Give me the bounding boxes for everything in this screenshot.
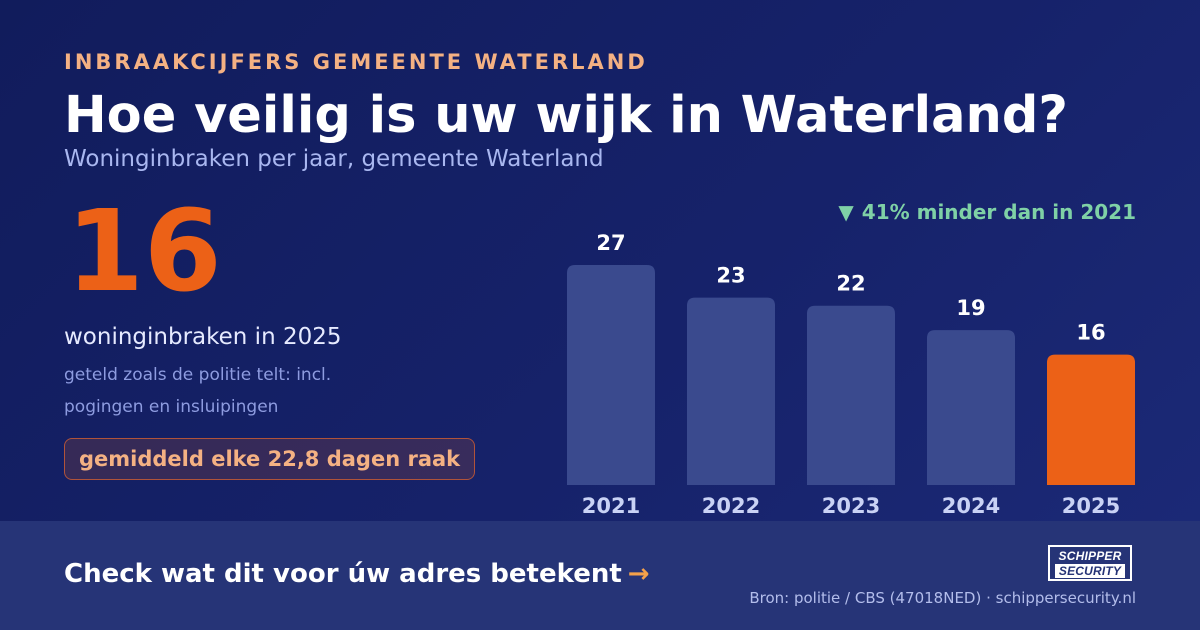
x-tick-2022: 2022: [702, 494, 760, 518]
x-tick-2025: 2025: [1062, 494, 1120, 518]
arrow-right-icon: →: [627, 559, 650, 589]
data-label-2022: 23: [716, 264, 745, 288]
cta-link[interactable]: Check wat dit voor úw adres betekent →: [64, 559, 650, 589]
cta-text: Check wat dit voor úw adres betekent: [64, 559, 622, 589]
brand-logo: SCHIPPER SECURITY: [1048, 545, 1132, 581]
x-tick-2024: 2024: [942, 494, 1000, 518]
highlight-caption: woninginbraken in 2025: [64, 324, 342, 350]
page-subtitle: Woninginbraken per jaar, gemeente Waterl…: [64, 146, 604, 172]
logo-line-1: SCHIPPER: [1058, 548, 1122, 563]
change-text: 41% minder dan in 2021: [861, 200, 1136, 224]
eyebrow-label: INBRAAKCIJFERS GEMEENTE WATERLAND: [64, 50, 648, 74]
bar-2025: [1047, 354, 1135, 485]
footer-bar: Check wat dit voor úw adres betekent → SC…: [0, 521, 1200, 630]
bar-2024: [927, 330, 1015, 485]
data-label-2021: 27: [596, 231, 625, 255]
bar-2023: [807, 305, 895, 485]
data-label-2024: 19: [956, 296, 985, 320]
data-label-2023: 22: [836, 272, 865, 296]
count-note-line-2: pogingen en insluipingen: [64, 397, 279, 417]
bar-2021: [567, 265, 655, 485]
count-note-line-1: geteld zoals de politie telt: incl.: [64, 365, 332, 385]
down-triangle-icon: ▼: [838, 200, 854, 224]
x-tick-2021: 2021: [582, 494, 640, 518]
logo-line-2: SECURITY: [1054, 563, 1126, 578]
source-credit: Bron: politie / CBS (47018NED) · schippe…: [749, 589, 1136, 607]
change-indicator: ▼ 41% minder dan in 2021: [838, 200, 1136, 224]
highlight-number: 16: [66, 187, 222, 317]
data-label-2025: 16: [1076, 321, 1105, 345]
bar-2022: [687, 297, 775, 485]
x-tick-2023: 2023: [822, 494, 880, 518]
frequency-badge: gemiddeld elke 22,8 dagen raak: [64, 438, 476, 480]
page-title: Hoe veilig is uw wijk in Waterland?: [64, 86, 1068, 145]
